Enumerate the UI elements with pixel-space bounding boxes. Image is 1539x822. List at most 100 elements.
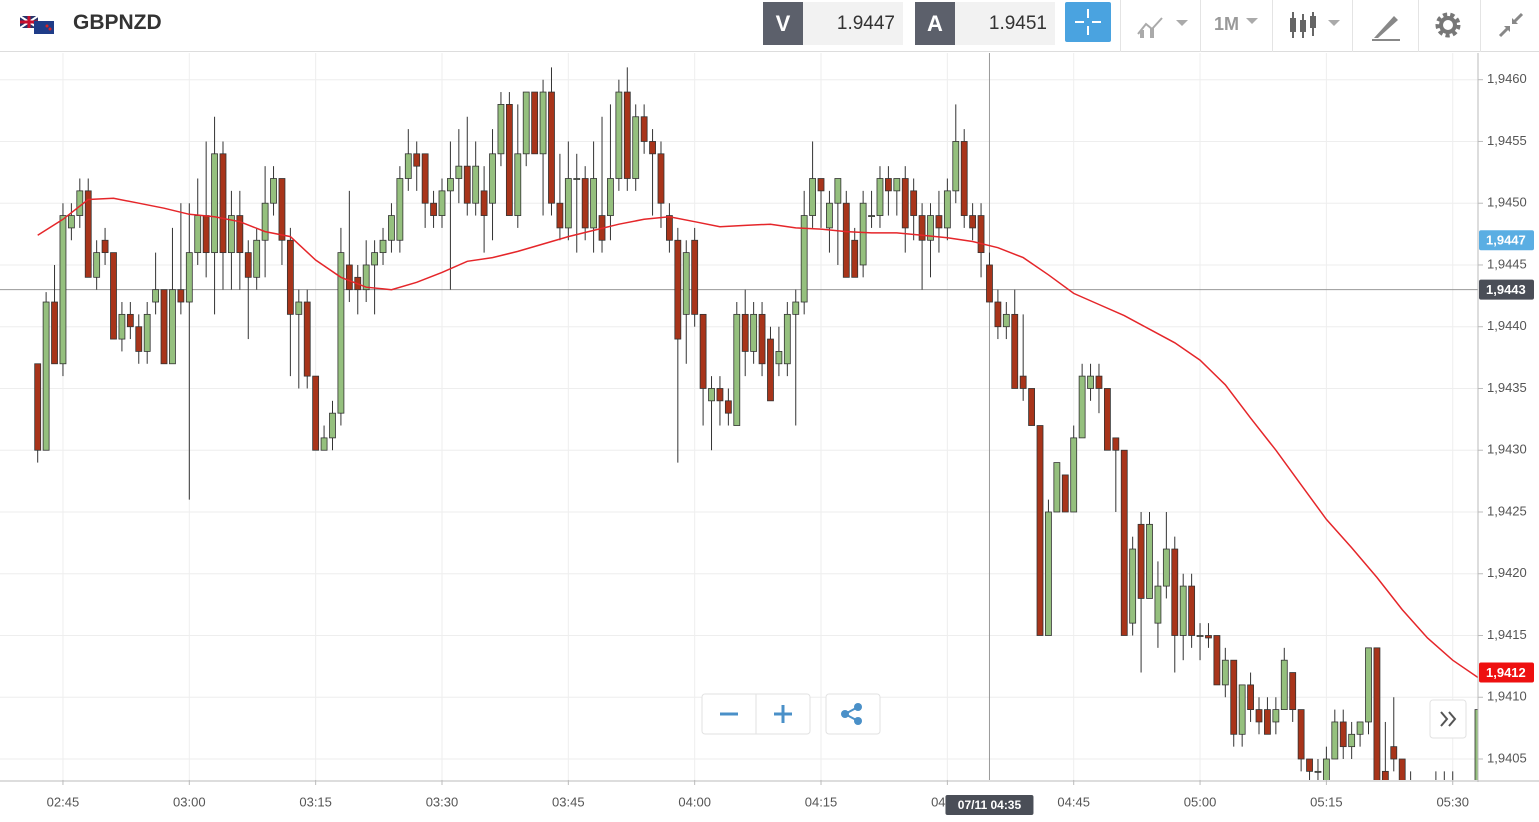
candle-body-down [960,141,968,216]
candle-body-down [1255,709,1263,723]
separator [1200,0,1201,52]
candle-body-down [430,202,437,216]
timeframe[interactable]: 1M [1214,14,1240,34]
candle-icon [1290,18,1296,32]
candle-body-down [202,215,210,254]
candle-body-up [1053,462,1061,513]
candle-body-up [1196,635,1204,637]
symbol: GBPNZD [73,11,162,34]
crosshair-time-label: 07/11 04:35 [958,798,1022,812]
candle-body-down [556,202,564,229]
candle-body-down [842,202,850,278]
candle-body-down [421,153,429,204]
y-tick-label: 1,9430 [1487,442,1527,457]
ask-price[interactable]: 1.9451 [955,2,1055,45]
toolbar: GBPNZD V 1.9447 A 1.9451 1M [0,0,1539,52]
candle-body-down [691,239,699,315]
candle-body-down [758,313,766,365]
x-tick-label: 03:00 [173,794,206,809]
candle-body-down [918,215,926,241]
candle-body-down [1416,796,1422,808]
bar-icon [1150,28,1154,38]
chart-type-button[interactable] [1136,12,1192,40]
flag-nz [34,21,54,34]
candle-body-down [1205,635,1212,639]
moving-average-line [37,197,1478,679]
candle-body-up [228,215,235,254]
candle-body-up [1238,684,1246,735]
candle-body-up [211,153,218,254]
axes: 1,9460 1,9455 1,9450 1,9445 1,9440 1,9435 1,94… [47,71,1534,815]
caret-icon [1246,18,1258,24]
candle-body-up [396,178,404,241]
candle-body-up [1272,709,1280,723]
candle-body-up [447,178,454,192]
price-marker [1479,230,1534,251]
candle-body-down [135,326,143,352]
share-box [825,693,881,735]
candle-body-down [724,400,732,414]
share-icon [854,703,862,711]
candle-body-up [1179,585,1187,636]
candle-body-up [1356,721,1364,735]
ask-letter[interactable]: A [915,2,955,45]
candle-body-up [1441,784,1447,785]
candle-body-up [320,437,328,451]
candle-body-down [1408,784,1414,796]
candle-body-up [927,215,934,241]
candle-body-up [783,313,791,365]
candle-body-down [1011,313,1019,389]
plot-area [0,53,1478,808]
candle-body-up [143,313,151,352]
candle-body-down [969,215,977,229]
share-icon [841,710,849,718]
bid-price[interactable]: 1.9447 [803,2,903,45]
candle-body-up [1146,523,1153,599]
candle-style-button[interactable] [1288,10,1344,42]
candle-body-up [775,351,783,365]
candle-body-up [67,215,75,229]
arrow-icon [1512,18,1518,24]
candle-body-down [160,289,168,365]
y-tick-label: 1,9415 [1487,627,1527,642]
candle-body-down [345,264,353,291]
price-marker-label: 1,9447 [1486,233,1526,248]
collapse-button[interactable] [1496,10,1526,40]
y-tick-label: 1,9410 [1487,689,1527,704]
candle-body-down [110,252,117,340]
candle-body-up [194,215,202,254]
candle-body-up [522,91,530,155]
x-tick-label: 03:45 [552,794,585,809]
zoom-in-button[interactable] [774,705,792,723]
bid-letter[interactable]: V [763,2,803,45]
candle-body-up [943,190,951,229]
candle-body-down [1381,770,1389,780]
candle-body-down [278,178,286,241]
candle-body-down [977,215,985,254]
settings-button[interactable] [1433,10,1463,40]
candle-body-down [84,190,92,278]
caret-icon [1176,20,1188,26]
y-tick-label: 1,9435 [1487,380,1527,395]
candle-body-down [463,165,471,204]
drawing-tools-button[interactable] [1370,10,1402,42]
candle-body-up [1280,659,1288,710]
caret-icon [1328,20,1340,26]
scroll-right-button[interactable] [1429,699,1467,739]
separator [1120,0,1121,52]
candle-body-down [666,215,673,241]
candle-body-down [1289,672,1297,710]
x-tick-label: 04:45 [1057,794,1090,809]
candle-body-up [573,178,581,180]
candle-body-up [438,190,446,216]
x-tick-label: 05:00 [1184,794,1217,809]
candle-body-up [1045,511,1052,636]
crosshair-button[interactable] [1065,2,1111,42]
candle-body-up [826,202,833,229]
share-button[interactable] [825,693,881,735]
candle-body-down [101,239,109,254]
bar-icon [1140,30,1144,38]
candle-body-down [649,141,656,155]
crosshair-time-box [945,795,1034,815]
candle-body-up [329,412,336,439]
